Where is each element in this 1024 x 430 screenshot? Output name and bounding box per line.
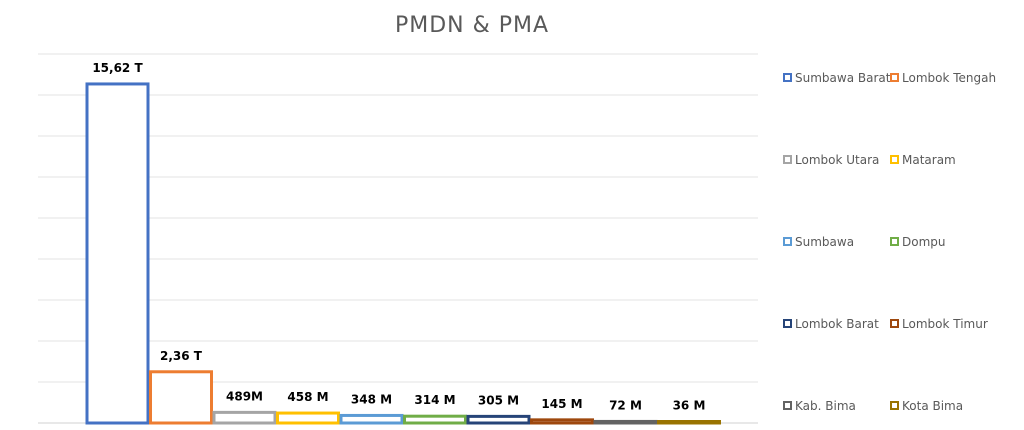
legend-swatch-5 <box>890 237 899 246</box>
data-label-2: 489M <box>226 389 263 403</box>
data-label-9: 36 M <box>673 399 706 413</box>
legend-swatch-4 <box>783 237 792 246</box>
legend-label-2: Lombok Utara <box>795 153 879 167</box>
legend-label-0: Sumbawa Barat <box>795 71 891 85</box>
bar-9 <box>657 420 721 425</box>
legend-label-4: Sumbawa <box>795 235 854 249</box>
legend-label-1: Lombok Tengah <box>902 71 996 85</box>
data-label-5: 314 M <box>414 393 455 407</box>
legend-label-9: Kota Bima <box>902 399 963 413</box>
bar-2 <box>212 410 277 425</box>
bar-4 <box>339 413 404 425</box>
bars <box>85 82 721 425</box>
legend-label-3: Mataram <box>902 153 956 167</box>
legend-swatch-6 <box>783 319 792 328</box>
bar-7 <box>530 418 594 425</box>
legend: Sumbawa Barat Lombok Tengah Lombok Utara Ma… <box>783 71 996 413</box>
legend-swatch-3 <box>890 155 899 164</box>
legend-swatch-0 <box>783 73 792 82</box>
data-label-0: 15,62 T <box>92 61 143 75</box>
data-label-4: 348 M <box>351 392 392 406</box>
data-label-6: 305 M <box>478 393 519 407</box>
legend-label-8: Kab. Bima <box>795 399 856 413</box>
bar-5 <box>403 414 467 425</box>
bar-8 <box>593 419 658 425</box>
bar-0 <box>85 82 150 425</box>
data-label-7: 145 M <box>541 397 582 411</box>
legend-label-5: Dompu <box>902 235 946 249</box>
bar-3 <box>276 411 340 425</box>
legend-swatch-7 <box>890 319 899 328</box>
chart-title: PMDN & PMA <box>395 13 549 38</box>
legend-swatch-8 <box>783 401 792 410</box>
data-label-3: 458 M <box>287 390 328 404</box>
data-label-8: 72 M <box>609 398 642 412</box>
data-label-1: 2,36 T <box>160 349 203 363</box>
data-labels: 15,62 T 2,36 T 489M 458 M 348 M 314 M 305 M 145… <box>92 61 705 413</box>
bar-6 <box>466 414 531 425</box>
legend-label-6: Lombok Barat <box>795 317 879 331</box>
legend-swatch-9 <box>890 401 899 410</box>
bar-1 <box>149 370 213 425</box>
legend-swatch-1 <box>890 73 899 82</box>
legend-label-7: Lombok Timur <box>902 317 988 331</box>
legend-swatch-2 <box>783 155 792 164</box>
